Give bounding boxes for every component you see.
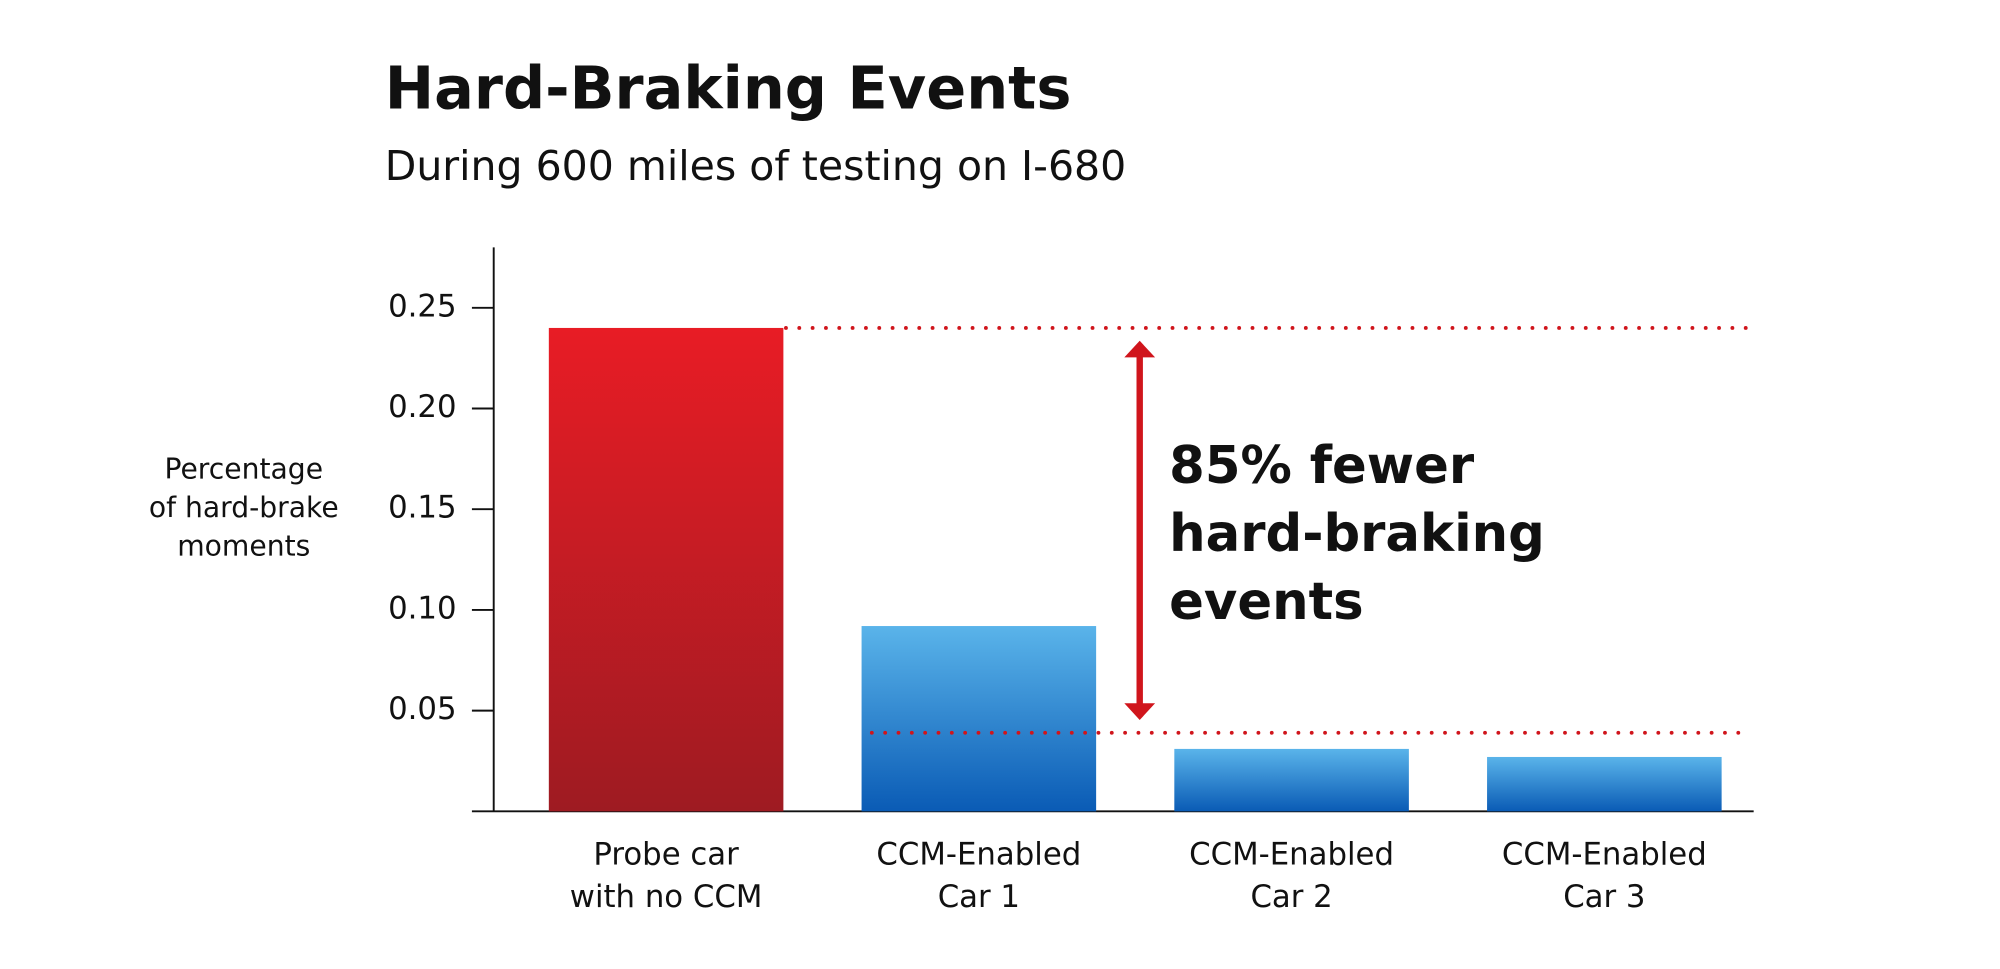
y-tick-label: 0.25 [388,288,456,324]
annotation: 85% fewer [1169,436,1475,496]
chart-title: Hard-Braking Events [385,53,1072,122]
bar [548,327,784,812]
y-tick-label: 0.05 [388,691,456,727]
bar [861,626,1097,812]
x-tick-label: Probe car [593,837,739,873]
x-tick-label: Car 2 [1250,879,1332,915]
y-tick-label: 0.10 [388,590,456,626]
y-axis-label: moments [177,529,310,562]
y-axis-label: of hard-brake [149,491,339,524]
y-axis-label: Percentage [164,452,323,485]
x-tick-label: CCM-Enabled [1189,837,1394,873]
x-tick-label: CCM-Enabled [876,837,1081,873]
bar [1174,748,1409,812]
x-tick-label: Car 3 [1563,879,1645,915]
arrow-head [1124,703,1156,720]
x-tick-label: with no CCM [570,879,763,915]
annotation: hard-braking [1169,504,1545,564]
chart-subtitle: During 600 miles of testing on I-680 [385,142,1126,190]
bar [1487,756,1722,812]
x-tick-label: CCM-Enabled [1502,837,1707,873]
y-tick-label: 0.20 [388,389,456,425]
annotation: events [1169,572,1363,632]
arrow-head [1124,340,1156,358]
y-tick-label: 0.15 [388,490,456,526]
x-tick-label: Car 1 [938,879,1020,915]
